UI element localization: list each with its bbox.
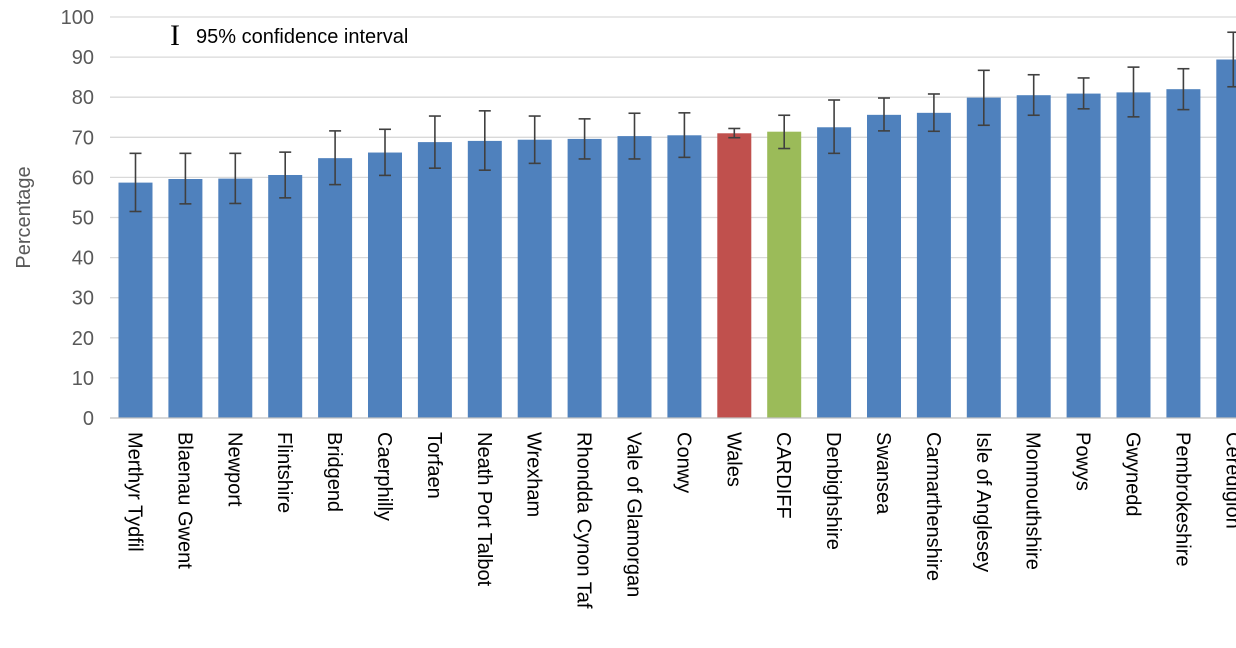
bar [1066, 93, 1101, 418]
category-label: Vale of Glamorgan [623, 432, 645, 597]
category-label: Caerphilly [373, 432, 395, 521]
bar [268, 174, 303, 418]
category-label: Merthyr Tydfil [124, 432, 146, 552]
error-bar [678, 112, 691, 159]
y-axis-label: Percentage [13, 166, 35, 268]
category-label: Neath Port Talbot [473, 432, 495, 587]
error-bar [1077, 77, 1090, 110]
error-bar [478, 110, 491, 171]
bar [817, 127, 852, 419]
y-tick-label: 0 [83, 408, 94, 430]
error-bar [977, 69, 990, 127]
bar [1016, 95, 1051, 418]
y-tick-label: 40 [72, 248, 94, 270]
error-bar [878, 97, 890, 132]
category-label: Monmouthshire [1022, 432, 1044, 570]
error-bars [129, 31, 1236, 213]
error-bar [728, 127, 741, 139]
category-label: Ceredigion [1221, 432, 1236, 529]
bar [467, 140, 502, 418]
bar [567, 138, 602, 419]
bar [218, 178, 253, 418]
category-label: Newport [223, 432, 245, 507]
error-bar [1027, 73, 1040, 117]
y-tick-label: 30 [72, 288, 94, 310]
category-label: Torfaen [423, 432, 445, 499]
y-tick-label: 60 [72, 167, 94, 189]
category-label: CARDIFF [772, 432, 794, 519]
category-label: Blaenau Gwent [173, 432, 195, 569]
bar [1116, 92, 1151, 418]
bar [717, 133, 752, 419]
y-tick-label: 10 [72, 368, 94, 390]
bar [1216, 59, 1236, 418]
error-bar [179, 152, 192, 205]
category-labels: Merthyr Tydfil Blaenau Gwent Newport Flints… [124, 432, 1236, 609]
legend-label: 95% confidence interval [196, 26, 408, 48]
bar [368, 152, 402, 418]
y-tick-label: 70 [72, 127, 94, 149]
error-bar [927, 93, 940, 133]
category-label: Gwynedd [1122, 432, 1144, 517]
error-bar [129, 152, 142, 213]
bars [118, 59, 1236, 419]
bar [667, 135, 702, 419]
bar [1166, 89, 1201, 419]
y-tick-label: 20 [72, 328, 94, 350]
error-bar [1127, 66, 1140, 118]
error-bar [229, 152, 242, 205]
bar [617, 136, 652, 419]
error-bar [528, 115, 541, 165]
y-tick-label: 90 [72, 47, 94, 69]
bar [417, 142, 452, 418]
error-bar [428, 115, 441, 169]
error-bar [578, 118, 591, 160]
category-label: Powys [1072, 432, 1094, 491]
y-tick-label: 100 [61, 7, 94, 29]
category-label: Pembrokeshire [1171, 432, 1193, 567]
error-bar [329, 130, 342, 186]
bar [118, 182, 153, 418]
category-label: Rhondda Cynon Taf [573, 432, 595, 609]
category-label: Wales [722, 432, 744, 487]
legend: I 95% confidence interval [170, 19, 408, 52]
confidence-interval-glyph: I [170, 19, 180, 52]
bar [318, 158, 353, 419]
y-tick-label: 80 [72, 87, 94, 109]
error-bar [828, 99, 841, 155]
bar [168, 179, 203, 418]
bar [966, 97, 1001, 418]
category-label: Isle of Anglesey [972, 432, 994, 572]
category-label: Wrexham [523, 432, 545, 517]
error-bar [778, 114, 791, 150]
category-label: Flintshire [273, 432, 295, 513]
y-axis-tick-labels: 0 10 20 30 40 50 60 70 80 90 100 [61, 7, 94, 430]
category-label: Denbighshire [822, 432, 844, 550]
bar [867, 114, 901, 419]
error-bar [1227, 31, 1236, 88]
error-bar [379, 128, 391, 177]
error-bar [279, 151, 292, 199]
error-bar [628, 112, 641, 160]
bar [767, 131, 802, 418]
bar [916, 112, 951, 419]
y-tick-label: 50 [72, 208, 94, 230]
category-label: Carmarthenshire [922, 432, 944, 581]
category-label: Swansea [872, 432, 894, 515]
bar [517, 139, 552, 418]
error-bar [1177, 67, 1190, 111]
category-label: Bridgend [323, 432, 345, 512]
category-label: Conwy [672, 432, 694, 493]
